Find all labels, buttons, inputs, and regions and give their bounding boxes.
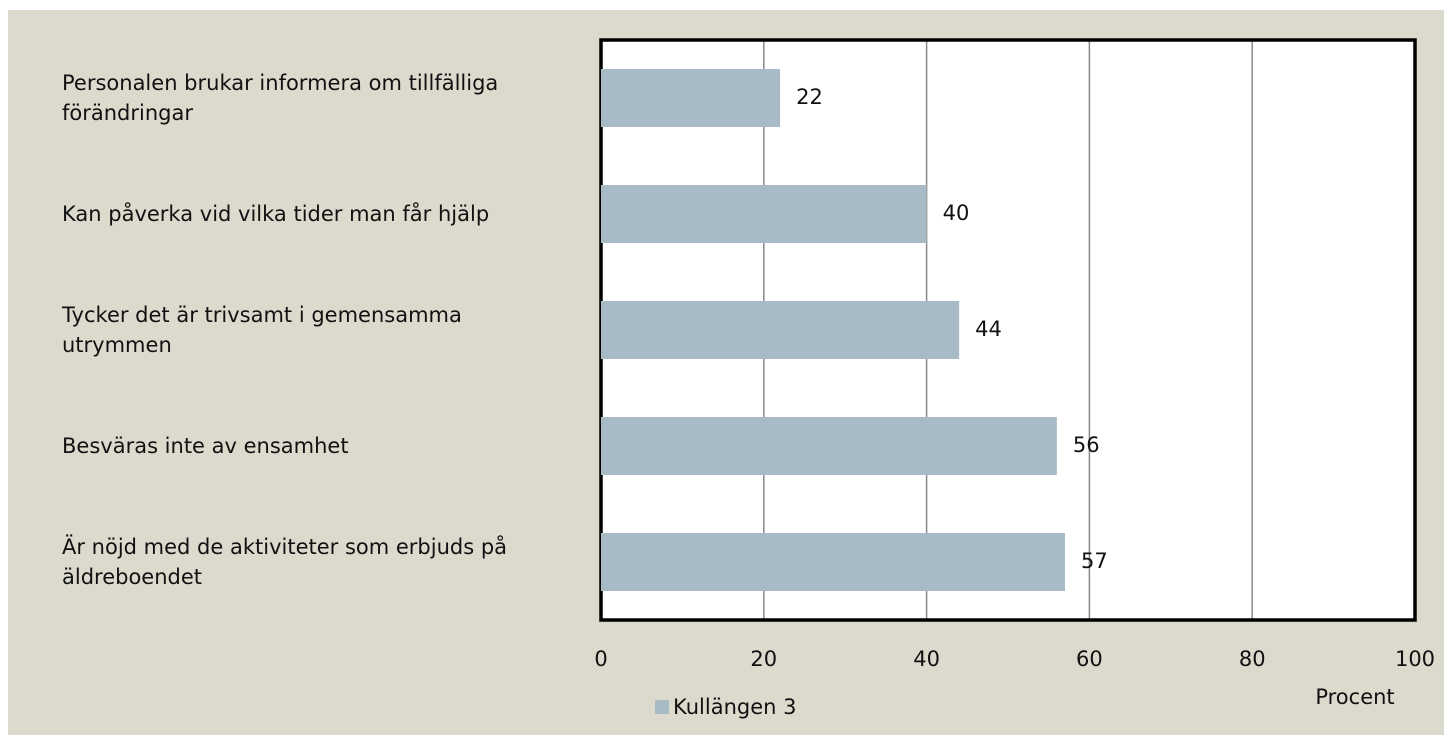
- y-tick-label: Kan påverka vid vilka tider man får hjäl…: [62, 202, 490, 226]
- legend-label: Kullängen 3: [673, 695, 796, 719]
- legend-swatch: [655, 700, 669, 714]
- x-tick-label: 80: [1239, 647, 1266, 671]
- data-label: 56: [1073, 433, 1100, 457]
- bar: [601, 533, 1065, 591]
- y-tick-label: Besväras inte av ensamhet: [62, 434, 349, 458]
- data-label: 22: [796, 85, 823, 109]
- data-label: 44: [975, 317, 1002, 341]
- bar: [601, 417, 1057, 475]
- x-tick-label: 0: [594, 647, 607, 671]
- bar: [601, 301, 960, 359]
- x-tick-label: 40: [913, 647, 940, 671]
- x-tick-label: 60: [1076, 647, 1103, 671]
- x-tick-label: 100: [1395, 647, 1435, 671]
- data-label: 40: [943, 201, 970, 225]
- y-tick-label: Personalen brukar informera om tillfälli…: [62, 71, 499, 125]
- x-axis-label: Procent: [1315, 685, 1394, 709]
- data-label: 57: [1081, 549, 1108, 573]
- bar: [601, 69, 781, 127]
- y-tick-label: Tycker det är trivsamt i gemensamma utry…: [62, 303, 462, 357]
- x-tick-label: 20: [750, 647, 777, 671]
- y-tick-label: Är nöjd med de aktiviteter som erbjuds p…: [62, 535, 508, 589]
- bar: [601, 185, 927, 243]
